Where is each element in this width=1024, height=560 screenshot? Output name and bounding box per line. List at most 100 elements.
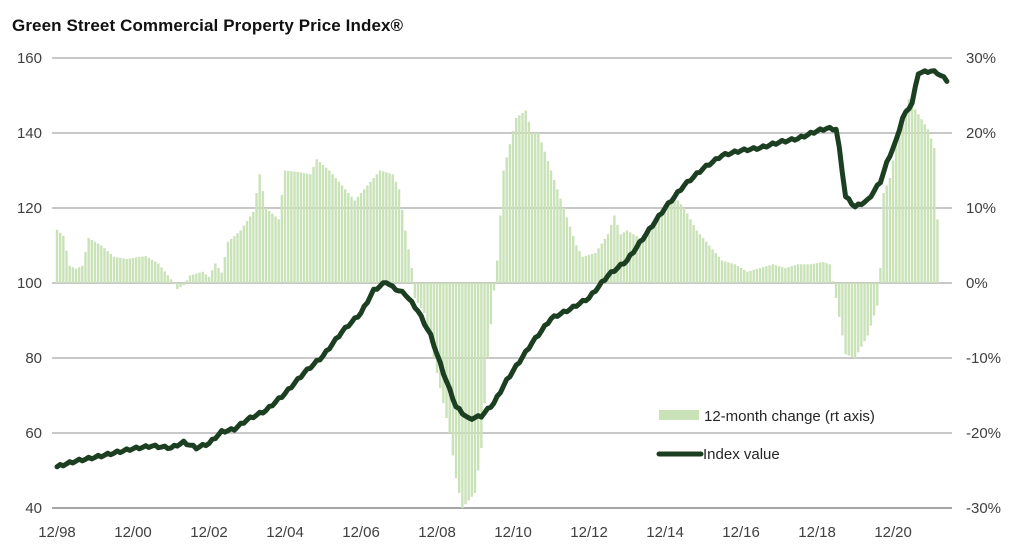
bar [727,262,730,283]
bar [831,281,835,283]
bar [362,189,366,283]
bar [204,274,208,283]
bar [920,119,923,283]
bar [179,283,182,288]
bar [236,233,239,283]
bar [834,283,838,298]
bar [258,174,261,283]
bar [413,283,417,298]
chart-title: Green Street Commercial Property Price I… [12,16,404,35]
bar [302,173,306,283]
bar [347,193,350,283]
bar [321,164,325,283]
bar [81,265,84,283]
bar [420,283,423,308]
bar [527,121,531,283]
bar [562,208,565,283]
bar [483,283,486,403]
bar [267,210,271,283]
bar [549,170,553,283]
bar [391,174,394,283]
bar [410,268,413,283]
bar [891,160,895,283]
bar [803,264,806,283]
bar [226,241,230,283]
bar [477,283,480,471]
y-left-tick-label: 60 [25,425,42,442]
bar [290,171,293,283]
bar [733,264,736,283]
bar [796,264,800,283]
bar [720,260,724,283]
bar [404,230,407,283]
bar [448,283,451,433]
bar [917,114,920,283]
y-left-tick-label: 160 [17,50,42,67]
bar [176,283,179,289]
bar [914,109,917,283]
bar [559,198,562,283]
bar [695,230,698,283]
bar [901,116,904,283]
bar [87,238,90,283]
bar [286,170,290,283]
bar [667,201,670,283]
bar [673,196,676,283]
bar [524,110,527,283]
bar [454,283,458,478]
x-tick-label: 12/06 [342,524,380,541]
bar [777,266,781,283]
bar [651,226,654,283]
y-left-tick-label: 140 [17,125,42,142]
bar [458,283,461,493]
index-line [54,68,950,470]
legend-label-index: Index value [703,446,780,463]
y-left-tick-label: 80 [25,350,42,367]
bar [217,268,220,283]
bar [340,185,344,283]
bar [701,238,705,283]
bar [534,133,537,283]
bar [768,265,771,283]
legend-label-change: 12-month change (rt axis) [704,408,875,425]
bar [435,283,439,373]
bar [315,159,318,283]
bar [150,259,154,283]
bar [879,268,882,283]
x-tick-label: 12/14 [646,524,684,541]
bar [635,236,638,283]
bar [860,283,863,347]
bar [439,283,442,388]
bar [587,254,591,283]
bar [663,204,667,283]
bar [252,211,255,283]
bar [828,264,831,283]
bar [530,133,534,283]
bar [144,256,147,283]
bar [372,178,375,283]
bar [844,283,847,355]
bar [429,283,432,343]
bar [876,283,879,306]
y-right-tick-label: 30% [966,50,996,67]
bar [749,270,752,283]
x-axis-labels: 12/98 12/00 12/02 12/04 12/06 12/08 12/10 12/12… [38,524,912,541]
bar [334,178,337,283]
bar [401,209,404,283]
bar [233,236,236,283]
bar [378,170,382,283]
bar [657,215,660,283]
bar [682,208,686,283]
bar [698,234,702,283]
bar [343,189,347,283]
bar [185,280,189,283]
bar [809,264,812,283]
bar [328,170,331,283]
y-axis-left-labels: 40 60 80 100 120 140 160 [17,50,42,517]
bar [923,124,926,283]
bar [115,257,119,283]
bar [613,215,616,283]
bar [606,234,610,283]
bar [543,151,546,283]
bar [895,143,898,283]
